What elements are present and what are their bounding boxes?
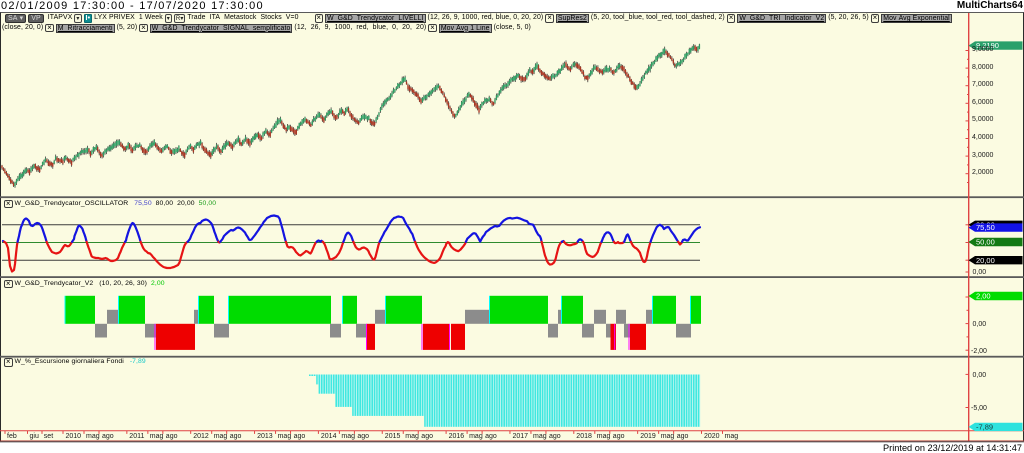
svg-text:0,00: 0,00	[973, 321, 987, 328]
svg-text:20,00: 20,00	[976, 256, 995, 265]
svg-text:0,00: 0,00	[973, 372, 987, 379]
svg-text:9,2190: 9,2190	[976, 41, 999, 50]
svg-text:2,00: 2,00	[976, 292, 991, 301]
svg-text:50,00: 50,00	[976, 238, 995, 247]
svg-text:75,50: 75,50	[976, 223, 995, 232]
svg-text:-7,89: -7,89	[976, 423, 993, 432]
svg-text:0,00: 0,00	[973, 269, 987, 276]
svg-text:-5,00: -5,00	[971, 405, 987, 412]
svg-text:-2,00: -2,00	[971, 348, 987, 355]
